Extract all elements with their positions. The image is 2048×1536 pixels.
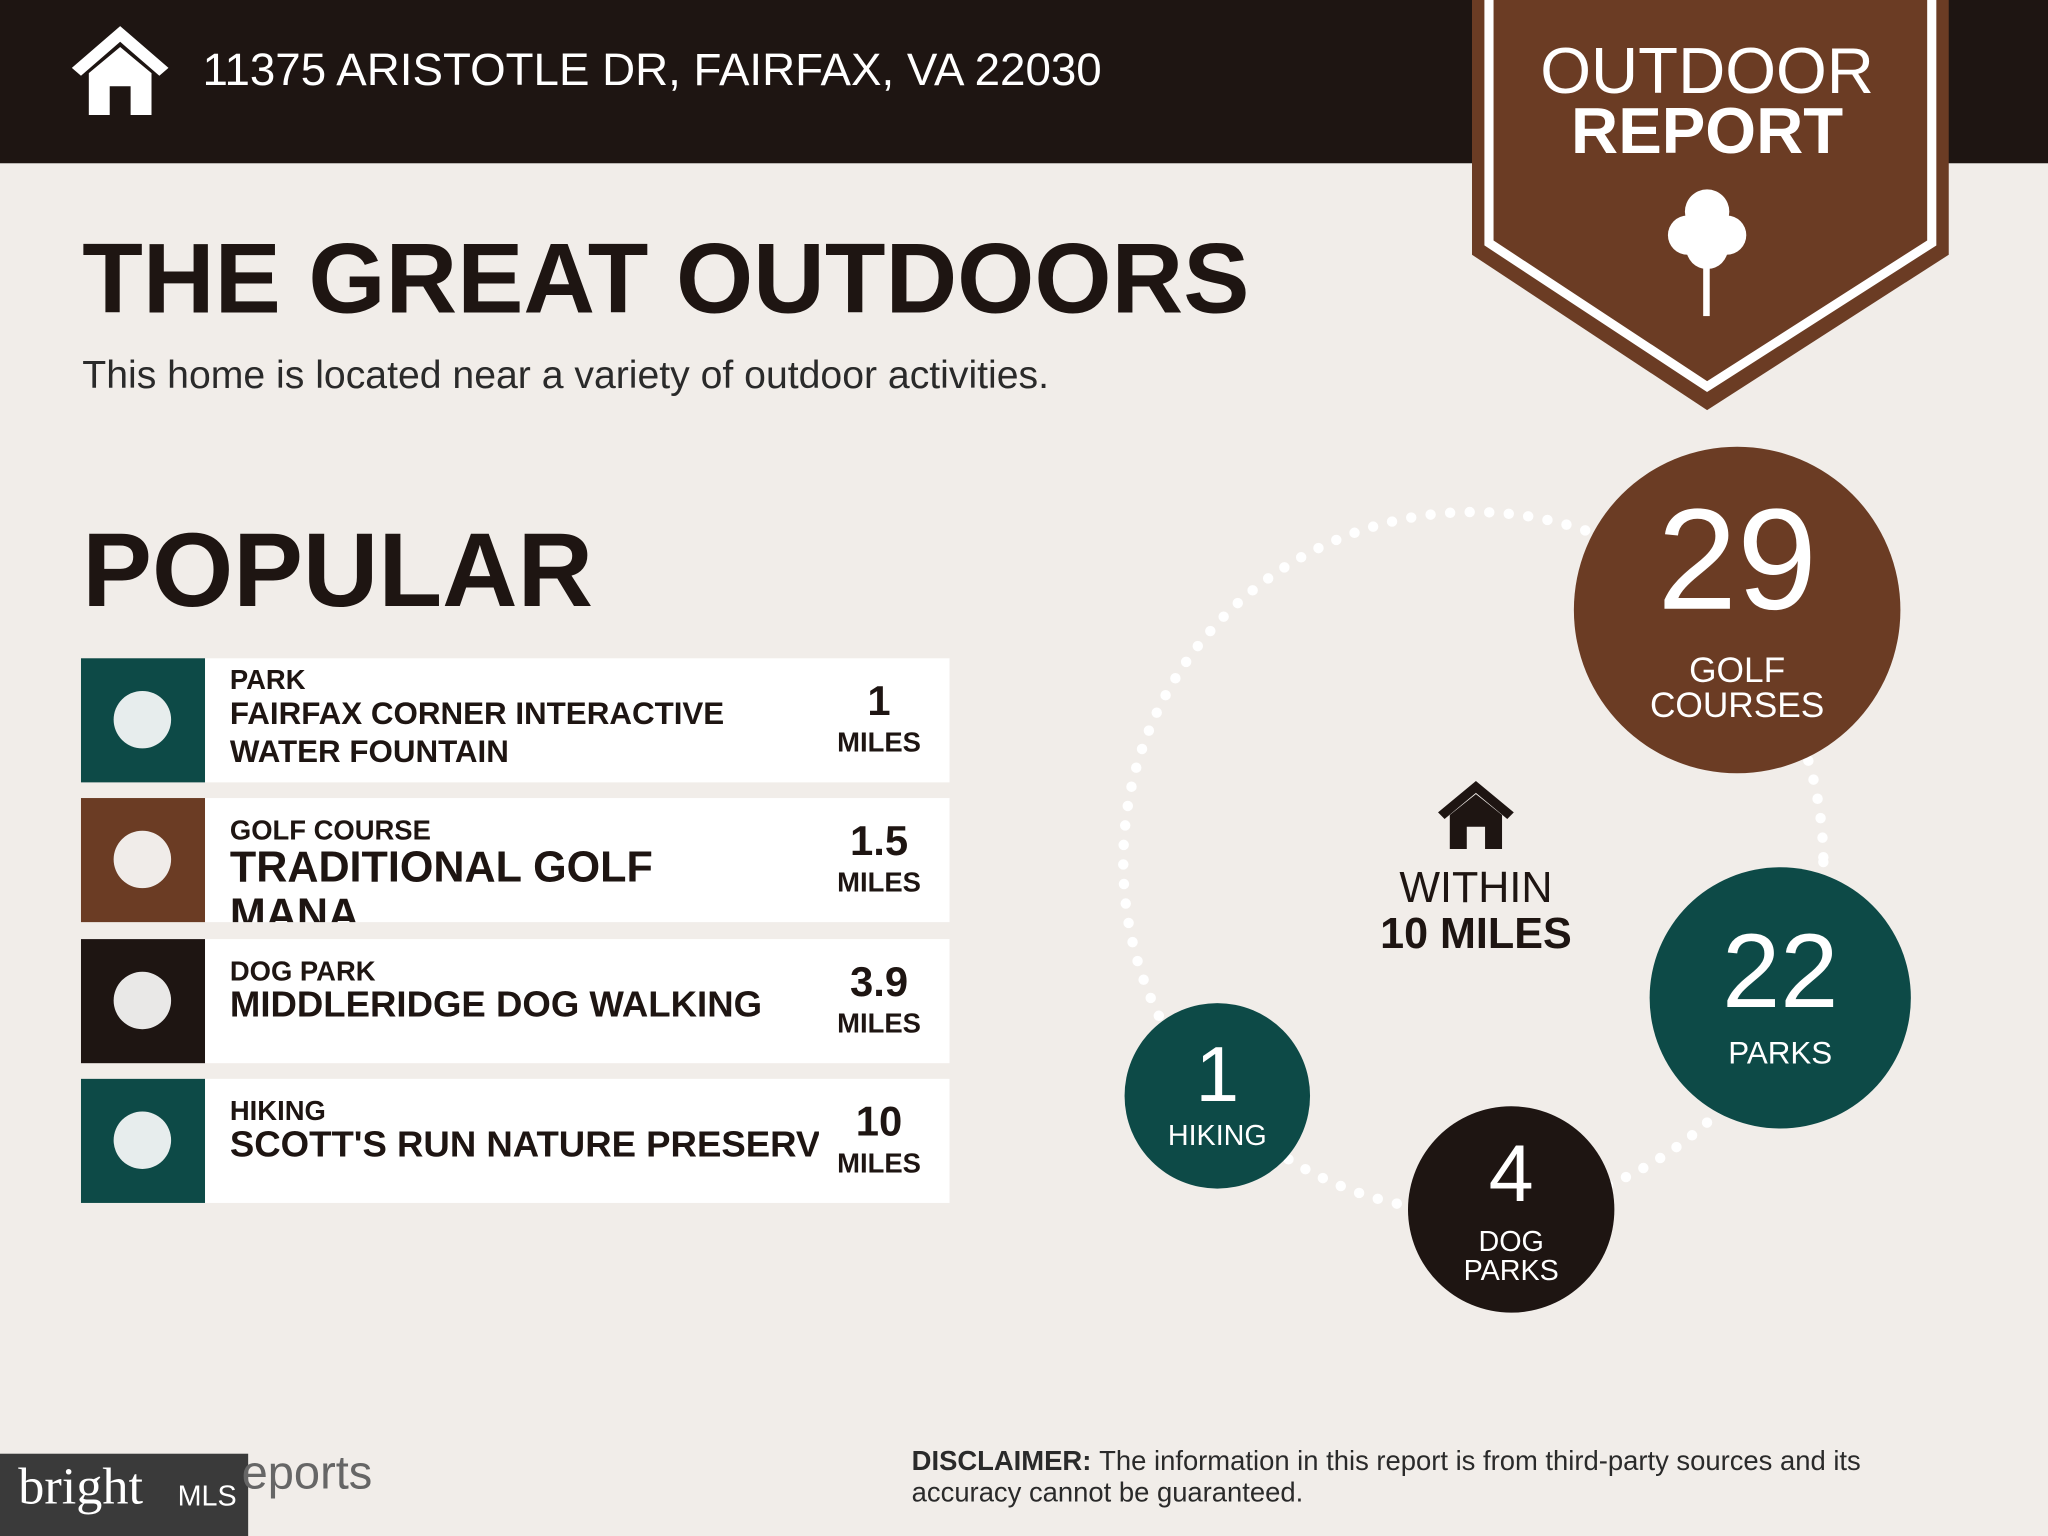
address: 11375 ARISTOTLE DR, FAIRFAX, VA 22030 [202,44,1101,95]
count-label: PARKS [1728,1036,1832,1071]
count-label: HIKING [1168,1120,1267,1152]
category: PARK [230,664,306,695]
brand-box [0,1453,249,1536]
row-box [205,658,950,783]
icon [113,971,172,1030]
icon [113,690,172,749]
count: 22 [1722,913,1838,1030]
count: 29 [1657,480,1817,640]
distance: 1.5 [850,817,908,864]
heading-subtitle: This home is located near a variety of o… [82,354,1049,397]
count-circle [1573,446,1901,774]
count-label: DOG [1478,1226,1543,1258]
badge-border [1484,0,1937,393]
unit: MILES [837,727,921,758]
disclaimer: DISCLAIMER: The information in this repor… [912,1445,1861,1476]
count-circle [1124,1003,1311,1189]
name: MIDDLERIDGE DOG WALKING [230,984,762,1025]
count-circle [1649,867,1911,1129]
name: SCOTT'S RUN NATURE PRESERVE [230,1123,845,1164]
row-box [205,939,950,1064]
brand: bright [18,1458,143,1516]
count-label: GOLF [1689,651,1785,690]
heading-title: THE GREAT OUTDOORS [82,223,1249,334]
unit: MILES [837,1008,921,1039]
row-box [205,798,950,923]
center-label: 10 MILES [1380,910,1572,958]
category: HIKING [230,1095,326,1126]
name: WATER FOUNTAIN [230,734,509,769]
unit: MILES [837,866,921,897]
center-label: WITHIN [1399,864,1552,912]
icon [113,1111,172,1169]
distance: 3.9 [850,958,908,1005]
count: 1 [1196,1030,1240,1118]
icon [113,830,172,889]
disclaimer-text: accuracy cannot be guaranteed. [912,1476,1304,1507]
count-label: PARKS [1464,1255,1559,1287]
badge-line: REPORT [1571,94,1843,167]
category: DOG PARK [230,955,376,986]
popular-title: POPULAR [82,512,593,629]
center-home-icon [1438,781,1514,849]
disclaimer-text: The information in this report is from t… [1099,1445,1861,1476]
tree-icon [1667,189,1747,317]
disclaimer-label: DISCLAIMER: [912,1445,1092,1476]
brand-suffix: MLS [178,1481,237,1513]
count-label: COURSES [1650,686,1824,725]
name: MANA [230,890,359,938]
badge-line: OUTDOOR [1540,34,1874,107]
distance: 10 [856,1098,902,1145]
name: TRADITIONAL GOLF [230,843,653,891]
row-box [205,1078,950,1203]
count-circle [1408,1106,1615,1313]
home-icon [71,26,169,115]
name: FAIRFAX CORNER INTERACTIVE [230,696,724,731]
count: 4 [1489,1129,1534,1219]
reports-logo: eports [242,1445,373,1498]
distance: 1 [867,677,890,724]
unit: MILES [837,1147,921,1178]
category: GOLF COURSE [230,814,431,845]
